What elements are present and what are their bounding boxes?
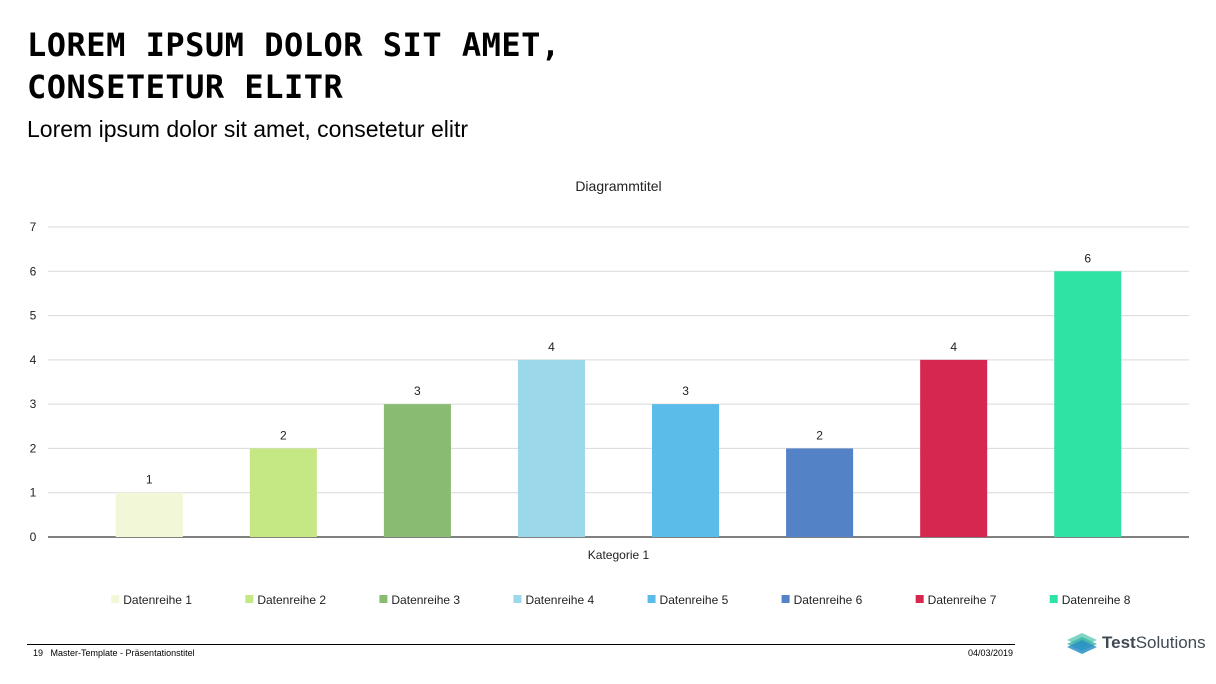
bar: [249, 448, 317, 537]
logo-text: TestSolutions: [1102, 633, 1206, 652]
x-tick-label: Kategorie 1: [588, 548, 650, 562]
footer-info: 19 Master-Template - Präsentationstitel: [33, 648, 195, 658]
bar: [786, 448, 854, 537]
chart-title: Diagrammtitel: [575, 178, 661, 194]
legend-swatch: [915, 595, 924, 603]
legend-label: Datenreihe 8: [1062, 593, 1131, 607]
bar-chart: Diagrammtitel 0 1 2 3 4 5 6 7 1 2 3 4 3 2 4 6 Kategorie 1…: [30, 178, 1189, 607]
page-number: 19: [33, 648, 44, 658]
legend-swatch: [379, 595, 388, 603]
data-label: 6: [1084, 251, 1091, 265]
legend-label: Datenreihe 6: [794, 593, 863, 607]
footer-date: 04/03/2019: [968, 648, 1014, 658]
legend-swatch: [111, 595, 120, 603]
data-label: 1: [146, 473, 153, 487]
legend-label: Datenreihe 7: [928, 593, 997, 607]
footer-divider: [27, 644, 1015, 645]
logo-icon: [1067, 633, 1097, 654]
legend-swatch: [245, 595, 254, 603]
bar: [652, 404, 720, 537]
legend-swatch: [513, 595, 522, 603]
y-tick-label: 1: [30, 486, 37, 500]
legend-swatch: [781, 595, 790, 603]
y-tick-label: 6: [30, 264, 37, 278]
bar: [517, 359, 585, 537]
legend-swatch: [647, 595, 656, 603]
data-label: 3: [682, 384, 689, 398]
presentation-title: Master-Template - Präsentationstitel: [50, 648, 195, 658]
y-tick-label: 0: [30, 530, 37, 544]
y-tick-label: 5: [30, 309, 37, 323]
bar: [383, 404, 451, 537]
legend-label: Datenreihe 5: [660, 593, 729, 607]
bar: [115, 492, 183, 537]
legend-label: Datenreihe 1: [123, 593, 192, 607]
data-label: 4: [950, 340, 957, 354]
legend-swatch: [1049, 595, 1058, 603]
slide-title-line-2: CONSETETUR ELITR: [27, 68, 344, 106]
slide-title-line-1: LOREM IPSUM DOLOR SIT AMET,: [27, 26, 561, 64]
legend-label: Datenreihe 4: [525, 593, 594, 607]
data-label: 2: [280, 428, 287, 442]
y-tick-label: 4: [30, 353, 37, 367]
bar: [1054, 271, 1122, 537]
data-label: 3: [414, 384, 421, 398]
slide-subtitle: Lorem ipsum dolor sit amet, consetetur e…: [27, 116, 469, 142]
slide-title: LOREM IPSUM DOLOR SIT AMET, CONSETETUR E…: [27, 24, 561, 108]
y-tick-label: 7: [30, 220, 37, 234]
data-label: 4: [548, 340, 555, 354]
bar: [920, 359, 988, 537]
data-label: 2: [816, 428, 823, 442]
legend-label: Datenreihe 3: [391, 593, 460, 607]
y-tick-label: 2: [30, 441, 37, 455]
y-tick-label: 3: [30, 397, 37, 411]
company-logo: TestSolutions: [1066, 632, 1206, 654]
legend-label: Datenreihe 2: [257, 593, 326, 607]
